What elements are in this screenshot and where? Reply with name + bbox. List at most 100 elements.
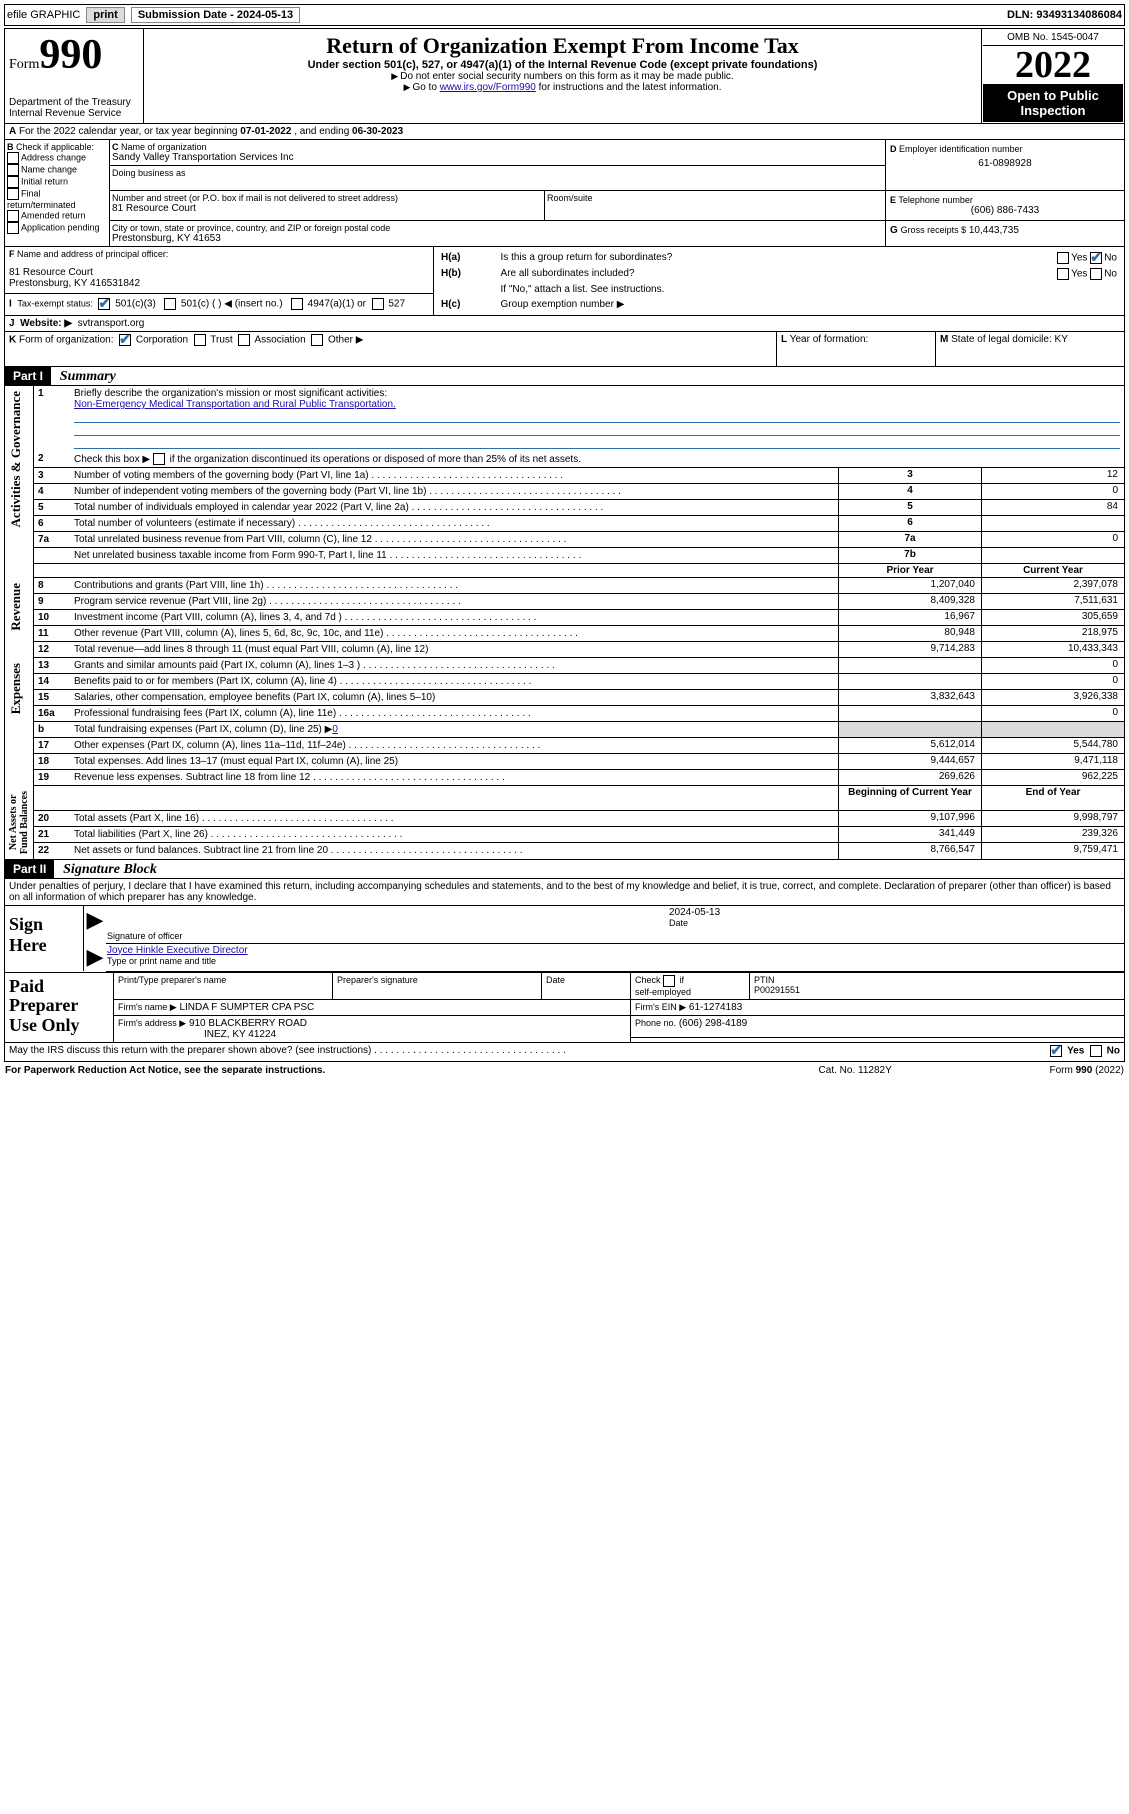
line16b-val[interactable]: 0 — [332, 724, 338, 735]
firm-name: LINDA F SUMPTER CPA PSC — [179, 1002, 314, 1013]
checkbox-527[interactable] — [372, 298, 384, 310]
checkbox-final[interactable] — [7, 188, 19, 200]
line3-num: 3 — [839, 468, 982, 484]
pra-notice: For Paperwork Reduction Act Notice, see … — [4, 1064, 766, 1077]
line15-prior: 3,832,643 — [839, 690, 982, 706]
line5-text: Total number of individuals employed in … — [70, 500, 839, 516]
tax-year-mid: , and ending — [291, 126, 352, 137]
hc-label: Group exemption number ▶ — [500, 298, 1118, 311]
line18-curr: 9,471,118 — [982, 754, 1125, 770]
line21-text: Total liabilities (Part X, line 26) — [70, 827, 839, 843]
checkbox-trust[interactable] — [194, 334, 206, 346]
tax-year-text: For the 2022 calendar year, or tax year … — [19, 126, 240, 137]
form-title: Return of Organization Exempt From Incom… — [148, 33, 977, 59]
checkbox-addr-change[interactable] — [7, 152, 19, 164]
checkbox-self-emp[interactable] — [663, 975, 675, 987]
checkbox-line2[interactable] — [153, 453, 165, 465]
line4-text: Number of independent voting members of … — [70, 484, 839, 500]
irs-link[interactable]: www.irs.gov/Form990 — [440, 82, 536, 93]
efile-label: efile GRAPHIC — [7, 9, 80, 21]
officer-name[interactable]: Joyce Hinkle Executive Director — [107, 945, 248, 956]
ein-value: 61-0898928 — [890, 158, 1120, 169]
submission-label: Submission Date - — [138, 9, 237, 21]
form-subtitle: Under section 501(c), 527, or 4947(a)(1)… — [148, 59, 977, 71]
line13-curr: 0 — [982, 658, 1125, 674]
line16a-text: Professional fundraising fees (Part IX, … — [70, 706, 839, 722]
line8-text: Contributions and grants (Part VIII, lin… — [70, 578, 839, 594]
mission-text[interactable]: Non-Emergency Medical Transportation and… — [74, 399, 396, 410]
vlabel-net: Net Assets or Fund Balances — [6, 787, 32, 858]
checkbox-app-pending[interactable] — [7, 222, 19, 234]
firm-name-label: Firm's name ▶ — [118, 1002, 177, 1012]
box-k-label: Form of organization: — [19, 335, 114, 346]
line14-curr: 0 — [982, 674, 1125, 690]
street-address: 81 Resource Court — [112, 203, 542, 214]
vlabel-rev: Revenue — [6, 579, 26, 635]
checkbox-corp[interactable] — [119, 334, 131, 346]
box-g-label: Gross receipts $ — [901, 225, 967, 235]
form-header: Form990 Department of the Treasury Inter… — [4, 28, 1125, 124]
yes-label: Yes — [1071, 269, 1087, 280]
line4-val: 0 — [982, 484, 1125, 500]
line16b-text: Total fundraising expenses (Part IX, col… — [74, 724, 332, 735]
checkbox-ha-yes[interactable] — [1057, 252, 1069, 264]
line11-prior: 80,948 — [839, 626, 982, 642]
dln: DLN: 93493134086084 — [1007, 9, 1122, 21]
line7b-text: Net unrelated business taxable income fr… — [70, 548, 839, 564]
checkbox-hb-yes[interactable] — [1057, 268, 1069, 280]
fhij-boxes: F Name and address of principal officer:… — [4, 247, 1125, 316]
checkbox-501c3[interactable] — [98, 298, 110, 310]
checkbox-name-change[interactable] — [7, 164, 19, 176]
gross-receipts: 10,443,735 — [969, 225, 1019, 236]
line3-val: 12 — [982, 468, 1125, 484]
part1: Part I Summary Activities & Governance 1… — [4, 367, 1125, 860]
line14-text: Benefits paid to or for members (Part IX… — [70, 674, 839, 690]
firm-addr1: 910 BLACKBERRY ROAD — [189, 1018, 307, 1029]
declaration-text: Under penalties of perjury, I declare th… — [5, 879, 1124, 906]
hb-label: Are all subordinates included? — [500, 267, 955, 281]
line11-text: Other revenue (Part VIII, column (A), li… — [70, 626, 839, 642]
addr-label: Number and street (or P.O. box if mail i… — [112, 193, 542, 203]
line22-text: Net assets or fund balances. Subtract li… — [70, 843, 839, 859]
part2: Part II Signature Block Under penalties … — [4, 860, 1125, 1062]
line9-prior: 8,409,328 — [839, 594, 982, 610]
checkbox-discuss-yes[interactable] — [1050, 1045, 1062, 1057]
line17-text: Other expenses (Part IX, column (A), lin… — [70, 738, 839, 754]
footer: For Paperwork Reduction Act Notice, see … — [4, 1064, 1125, 1077]
checkbox-ha-no[interactable] — [1090, 252, 1102, 264]
checkbox-discuss-no[interactable] — [1090, 1045, 1102, 1057]
sig-date: 2024-05-13 — [669, 907, 1123, 918]
part1-header: Part I — [5, 367, 51, 385]
line15-curr: 3,926,338 — [982, 690, 1125, 706]
line5-num: 5 — [839, 500, 982, 516]
date-label: Date — [669, 918, 688, 928]
checkbox-4947[interactable] — [291, 298, 303, 310]
yes-label: Yes — [1067, 1045, 1084, 1056]
checkbox-assoc[interactable] — [238, 334, 250, 346]
print-button[interactable]: print — [86, 7, 124, 23]
line7a-val: 0 — [982, 532, 1125, 548]
line8-curr: 2,397,078 — [982, 578, 1125, 594]
checkbox-initial[interactable] — [7, 176, 19, 188]
line7b-val — [982, 548, 1125, 564]
line2-text: Check this box ▶ if the organization dis… — [74, 454, 581, 465]
bal-beg-hdr: Beginning of Current Year — [839, 786, 982, 811]
name-change-label: Name change — [21, 164, 77, 174]
app-pending-label: Application pending — [21, 222, 100, 232]
no-label: No — [1104, 269, 1117, 280]
line22-prior: 8,766,547 — [839, 843, 982, 859]
line7b-num: 7b — [839, 548, 982, 564]
corp-label: Corporation — [136, 335, 188, 346]
checkbox-501c[interactable] — [164, 298, 176, 310]
checkbox-hb-no[interactable] — [1090, 268, 1102, 280]
checkbox-other[interactable] — [311, 334, 323, 346]
firm-phone: (606) 298-4189 — [679, 1018, 747, 1029]
curr-year-hdr: Current Year — [982, 564, 1125, 578]
checkbox-amended[interactable] — [7, 210, 19, 222]
sign-here-label: Sign Here — [9, 914, 79, 956]
domicile-value: KY — [1055, 334, 1068, 345]
line18-prior: 9,444,657 — [839, 754, 982, 770]
trust-label: Trust — [210, 335, 232, 346]
website-value: svtransport.org — [78, 318, 145, 329]
tax-year: 2022 — [983, 46, 1123, 84]
